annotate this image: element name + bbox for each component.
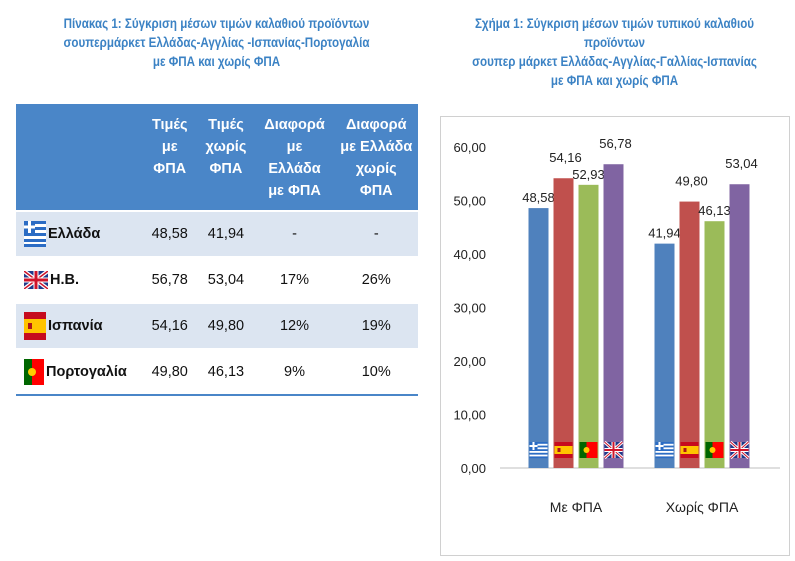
portugal-flag-icon xyxy=(24,359,44,385)
header-line: με ΦΠΑ xyxy=(268,183,321,199)
header-diff-without-vat: Διαφορά με Ελλάδα χωρίς ΦΠΑ xyxy=(334,104,418,211)
y-tick-label: 40,00 xyxy=(453,247,486,262)
diff-with-vat: - xyxy=(254,210,335,257)
diff-with-vat: 12% xyxy=(254,302,335,349)
y-tick-label: 30,00 xyxy=(453,301,486,316)
header-line: Διαφορά xyxy=(346,117,407,133)
data-label: 52,93 xyxy=(572,167,605,182)
diff-without-vat: - xyxy=(334,210,418,257)
header-line: χωρίς xyxy=(205,139,247,155)
greece-flag-icon xyxy=(24,221,46,247)
data-label: 48,58 xyxy=(522,190,555,205)
table-row: Η.Β. 56,78 53,04 17% 26% xyxy=(16,256,418,303)
bar xyxy=(578,184,599,468)
country-cell: Ισπανία xyxy=(16,302,143,349)
uk-flag-icon xyxy=(729,440,750,460)
table-row: Ελλάδα 48,58 41,94 - - xyxy=(16,210,418,257)
spain-flag-icon xyxy=(680,442,699,458)
header-line: με xyxy=(161,139,178,155)
header-line: χωρίς xyxy=(355,161,397,177)
data-label: 56,78 xyxy=(599,136,632,151)
bar xyxy=(553,178,574,468)
price-with-vat: 48,58 xyxy=(142,210,198,257)
bar xyxy=(603,164,624,469)
diff-with-vat: 9% xyxy=(254,348,335,396)
price-with-vat: 54,16 xyxy=(142,302,198,349)
header-line: με Ελλάδα xyxy=(340,139,413,155)
spain-flag-icon xyxy=(24,312,46,340)
header-diff-with-vat: Διαφορά με Ελλάδα με ΦΠΑ xyxy=(254,104,335,211)
price-with-vat: 56,78 xyxy=(142,256,198,303)
header-line: ΦΠΑ xyxy=(209,161,243,177)
header-line: με Ελλάδα xyxy=(268,139,321,177)
data-label: 41,94 xyxy=(648,226,681,241)
uk-flag-icon xyxy=(22,269,50,291)
header-line: Τιμές xyxy=(151,117,188,133)
y-tick-label: 10,00 xyxy=(453,408,486,423)
bar xyxy=(528,208,549,469)
uk-flag-icon xyxy=(603,440,624,460)
bar xyxy=(679,201,700,468)
header-line: ΦΠΑ xyxy=(359,183,393,199)
x-category-label: Με ΦΠΑ xyxy=(550,499,603,515)
data-label: 54,16 xyxy=(549,150,582,165)
table-row: Πορτογαλία 49,80 46,13 9% 10% xyxy=(16,348,418,396)
bar-chart: 0,00 10,00 20,00 30,00 40,00 50,00 60,00 48,58 5… xyxy=(440,116,790,556)
portugal-flag-icon xyxy=(705,442,724,458)
header-line: ΦΠΑ xyxy=(153,161,187,177)
y-tick-label: 50,00 xyxy=(453,194,486,209)
table-row: Ισπανία 54,16 49,80 12% 19% xyxy=(16,302,418,349)
header-prices-with-vat: Τιμές με ΦΠΑ xyxy=(142,104,198,211)
header-line: Διαφορά xyxy=(264,117,325,133)
table-header-row: Τιμές με ΦΠΑ Τιμές χωρίς ΦΠΑ Διαφορά με … xyxy=(16,104,418,211)
bar xyxy=(654,243,675,468)
data-label: 53,04 xyxy=(725,156,758,171)
country-name: Ισπανία xyxy=(48,318,103,334)
price-without-vat: 53,04 xyxy=(197,256,255,303)
price-comparison-table: Τιμές με ΦΠΑ Τιμές χωρίς ΦΠΑ Διαφορά με … xyxy=(16,104,418,396)
diff-without-vat: 19% xyxy=(334,302,418,349)
price-without-vat: 41,94 xyxy=(197,210,255,257)
x-category-label: Χωρίς ΦΠΑ xyxy=(666,499,739,515)
chart-title-line: Σχήμα 1: Σύγκριση μέσων τιμών τυπικού κα… xyxy=(474,16,755,50)
portugal-flag-icon xyxy=(579,442,598,458)
chart-title-line: σουπερ μάρκετ Ελλάδας-Αγγλίας-Γαλλίας-Ισ… xyxy=(472,54,757,69)
country-name: Ελλάδα xyxy=(48,226,101,242)
table-title: Πίνακας 1: Σύγκριση μέσων τιμών καλαθιού… xyxy=(42,14,390,71)
price-without-vat: 46,13 xyxy=(197,348,255,396)
y-tick-label: 20,00 xyxy=(453,354,486,369)
y-tick-label: 0,00 xyxy=(461,461,486,476)
data-label: 49,80 xyxy=(675,174,708,189)
y-tick-label: 60,00 xyxy=(453,140,486,155)
table-title-line: με ΦΠΑ και χωρίς ΦΠΑ xyxy=(152,54,281,69)
spain-flag-icon xyxy=(554,442,573,458)
greece-flag-icon xyxy=(655,442,674,459)
chart-title: Σχήμα 1: Σύγκριση μέσων τιμών τυπικού κα… xyxy=(458,14,772,90)
diff-without-vat: 26% xyxy=(334,256,418,303)
diff-without-vat: 10% xyxy=(334,348,418,396)
country-name: Η.Β. xyxy=(50,272,79,288)
price-without-vat: 49,80 xyxy=(197,302,255,349)
chart-title-line: με ΦΠΑ και χωρίς ΦΠΑ xyxy=(550,73,679,88)
greece-flag-icon xyxy=(529,442,548,459)
country-name: Πορτογαλία xyxy=(46,364,127,380)
header-line: Τιμές xyxy=(208,117,244,133)
price-with-vat: 49,80 xyxy=(142,348,198,396)
data-label: 46,13 xyxy=(698,203,731,218)
diff-with-vat: 17% xyxy=(254,256,335,303)
country-cell: Ελλάδα xyxy=(16,210,143,257)
header-country xyxy=(16,104,143,211)
country-cell: Η.Β. xyxy=(16,256,143,303)
header-prices-without-vat: Τιμές χωρίς ΦΠΑ xyxy=(197,104,255,211)
bar xyxy=(704,221,725,468)
bar xyxy=(729,184,750,468)
table-title-line: Πίνακας 1: Σύγκριση μέσων τιμών καλαθιού… xyxy=(63,16,370,31)
table-title-line: σουπερμάρκετ Ελλάδας-Αγγλίας -Ισπανίας-Π… xyxy=(63,35,370,50)
country-cell: Πορτογαλία xyxy=(16,348,143,396)
